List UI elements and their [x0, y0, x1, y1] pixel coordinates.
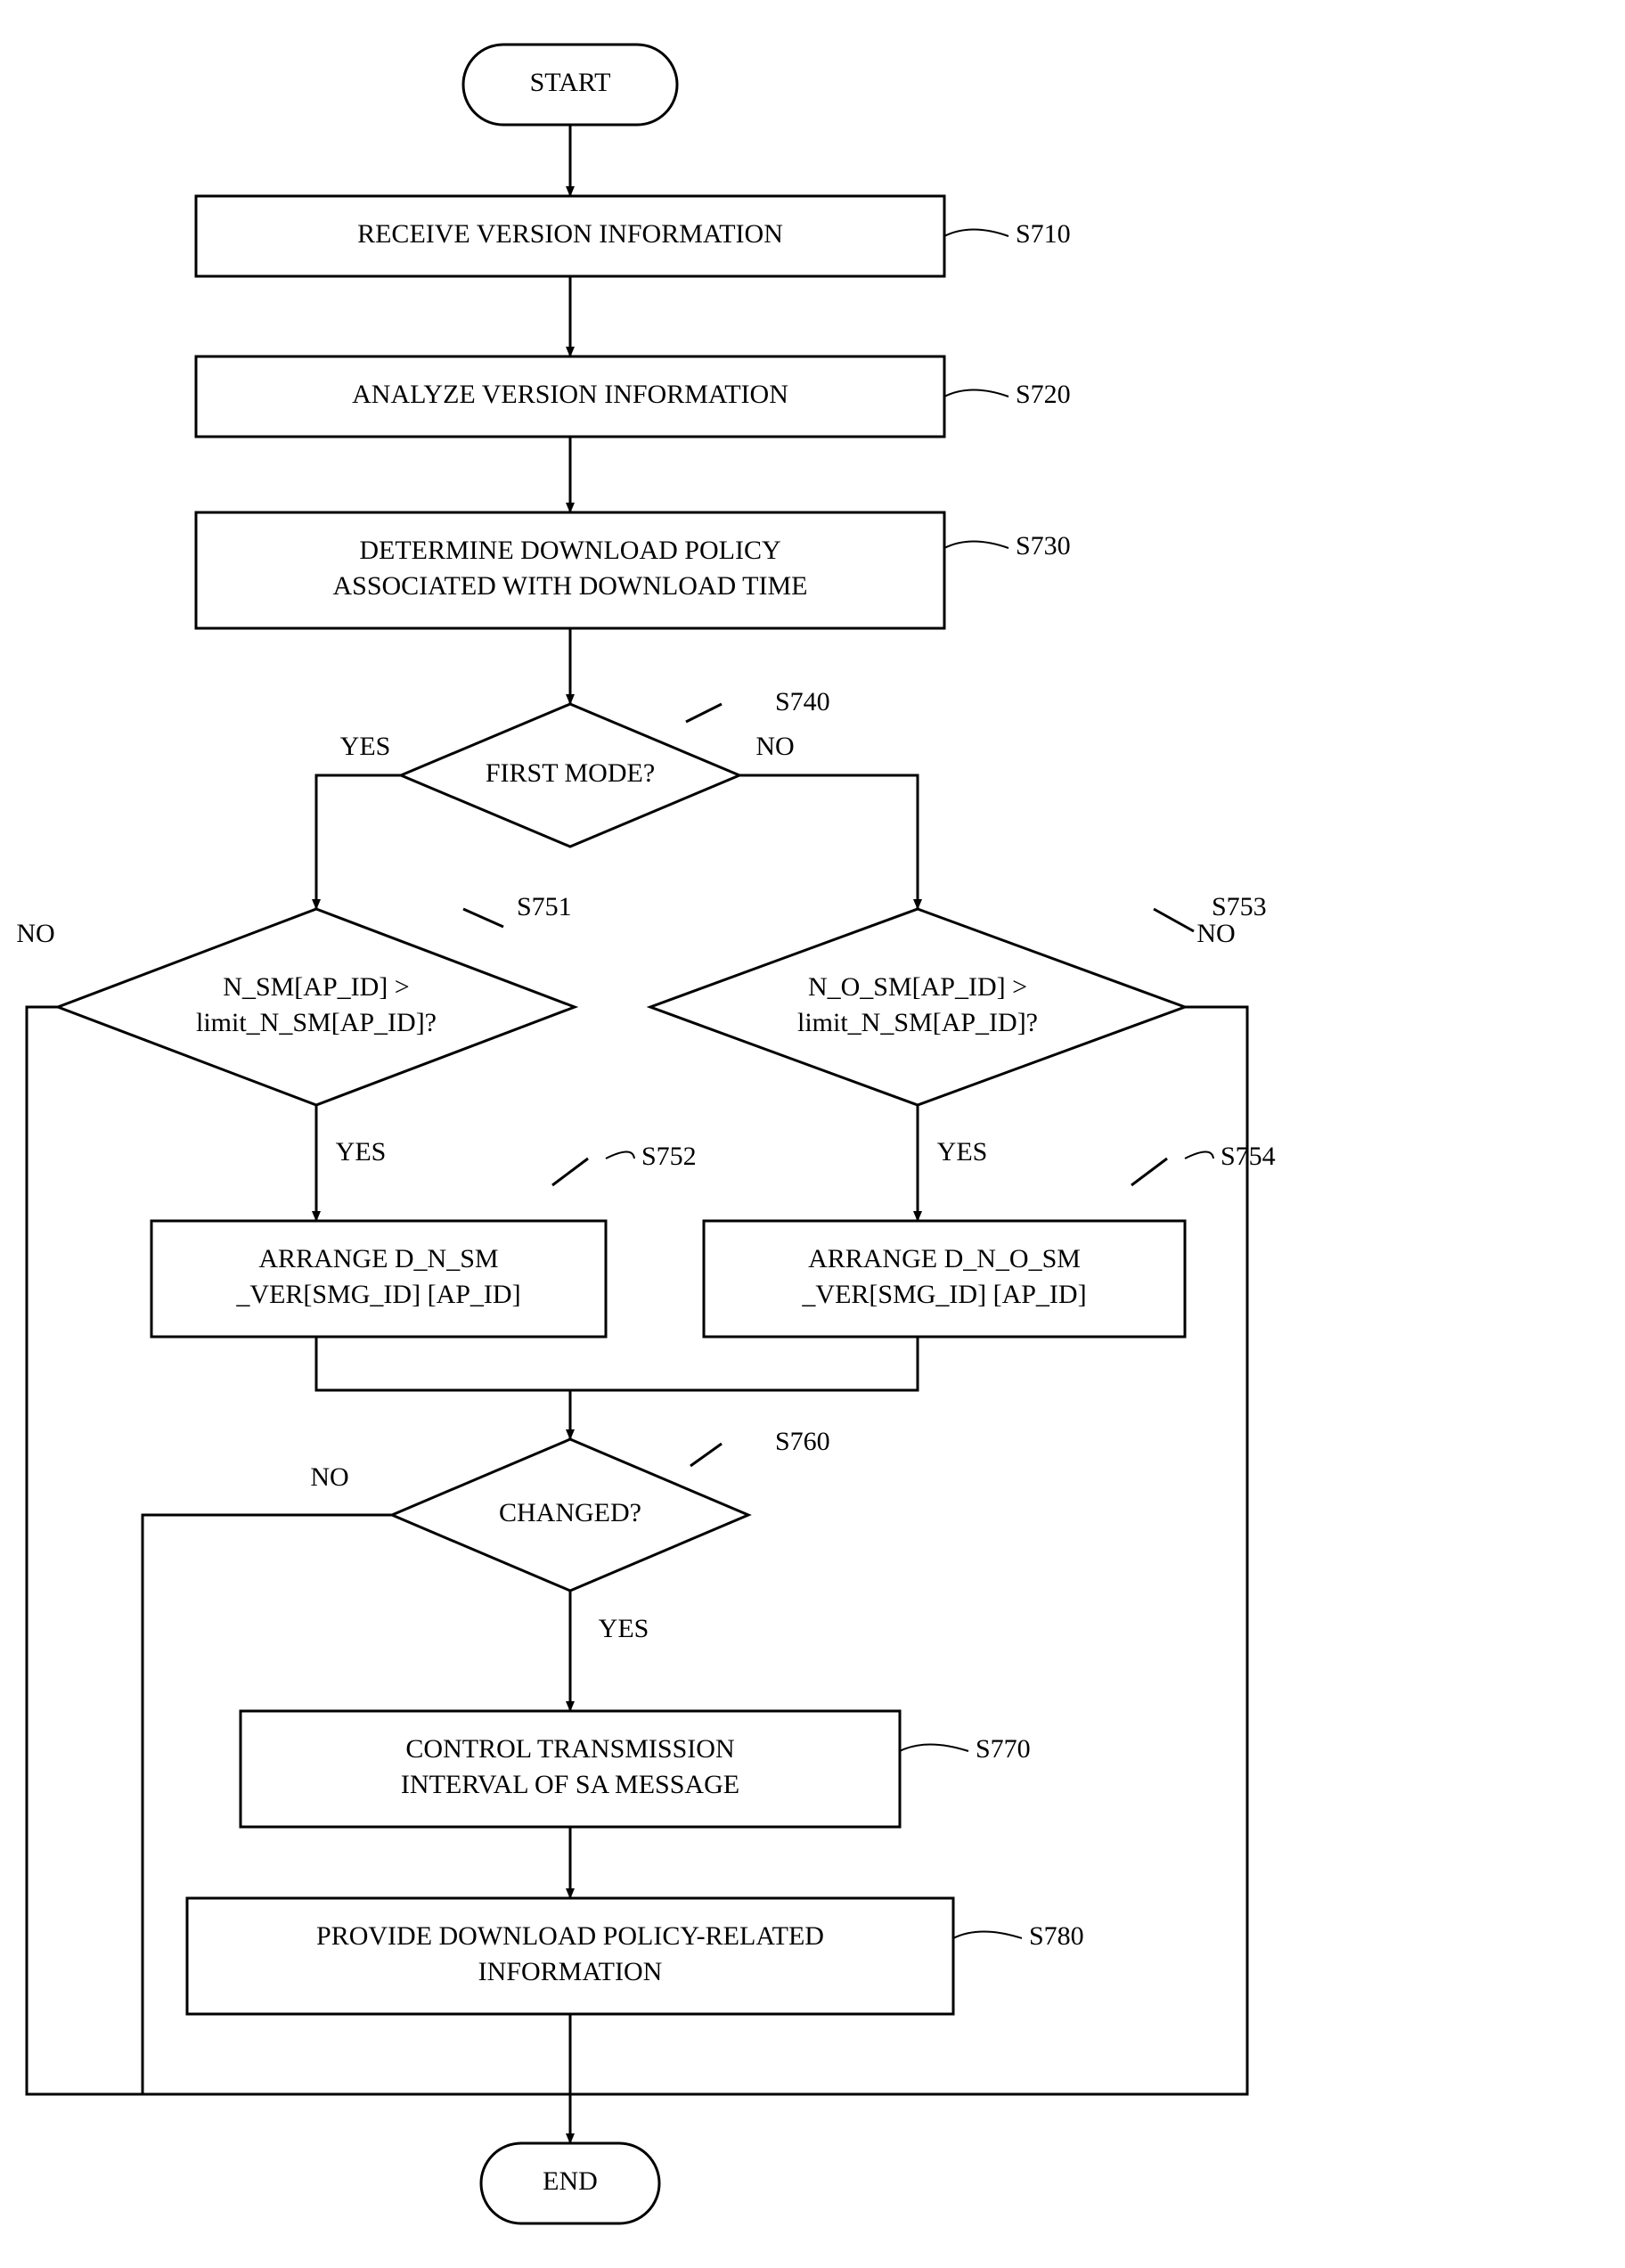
- decision-s740-text: FIRST MODE?: [486, 758, 655, 788]
- step-label-s760: S760: [775, 1427, 830, 1456]
- edge-label-yes: YES: [937, 1137, 988, 1167]
- label-leader: [690, 1444, 722, 1466]
- step-label-s710: S710: [1016, 219, 1071, 249]
- process-s752-text: _VER[SMG_ID] [AP_ID]: [235, 1280, 520, 1309]
- process-s720-text: ANALYZE VERSION INFORMATION: [352, 380, 788, 409]
- step-label-s720: S720: [1016, 380, 1071, 409]
- edge-label-yes: YES: [336, 1137, 387, 1167]
- process-s754-text: _VER[SMG_ID] [AP_ID]: [801, 1280, 1086, 1309]
- label-leader: [1131, 1159, 1167, 1185]
- start-label: START: [530, 68, 611, 97]
- label-leader: [953, 1932, 1022, 1939]
- step-label-s740: S740: [775, 687, 830, 716]
- label-leader: [944, 230, 1008, 237]
- decision-s751-text: N_SM[AP_ID] >: [223, 972, 409, 1002]
- process-s710-text: RECEIVE VERSION INFORMATION: [357, 219, 783, 249]
- flow-arrow: [570, 1337, 918, 1390]
- process-s752-text: ARRANGE D_N_SM: [258, 1244, 498, 1273]
- label-leader: [606, 1152, 634, 1159]
- edge-label-no: NO: [16, 919, 54, 948]
- edge-label-yes: YES: [599, 1614, 649, 1643]
- flow-arrow: [739, 775, 918, 909]
- step-label-s754: S754: [1221, 1142, 1276, 1171]
- process-s754-text: ARRANGE D_N_O_SM: [808, 1244, 1081, 1273]
- label-leader: [552, 1159, 588, 1185]
- decision-s753-text: N_O_SM[AP_ID] >: [808, 972, 1027, 1002]
- step-label-s752: S752: [641, 1142, 697, 1171]
- process-s780-text: INFORMATION: [478, 1957, 663, 1986]
- process-s730-text: DETERMINE DOWNLOAD POLICY: [359, 536, 780, 565]
- label-leader: [1185, 1152, 1213, 1159]
- flow-arrow: [316, 1337, 570, 1439]
- end-label: END: [543, 2166, 598, 2196]
- edge-label-no: NO: [1196, 919, 1235, 948]
- edge-label-no: NO: [755, 732, 794, 761]
- decision-s760-text: CHANGED?: [499, 1498, 641, 1527]
- decision-s753-text: limit_N_SM[AP_ID]?: [797, 1008, 1038, 1037]
- label-leader: [900, 1745, 968, 1752]
- edge-label-no: NO: [310, 1462, 348, 1492]
- label-leader: [944, 542, 1008, 549]
- edge-label-yes: YES: [340, 732, 391, 761]
- process-s730-text: ASSOCIATED WITH DOWNLOAD TIME: [332, 571, 807, 601]
- label-leader: [686, 704, 722, 722]
- flow-arrow: [316, 775, 401, 909]
- process-s780-text: PROVIDE DOWNLOAD POLICY-RELATED: [316, 1921, 824, 1951]
- step-label-s751: S751: [517, 892, 572, 921]
- label-leader: [463, 909, 503, 927]
- process-s770-text: CONTROL TRANSMISSION: [405, 1734, 734, 1764]
- decision-s751-text: limit_N_SM[AP_ID]?: [196, 1008, 437, 1037]
- step-label-s770: S770: [976, 1734, 1031, 1764]
- step-label-s780: S780: [1029, 1921, 1084, 1951]
- label-leader: [1154, 909, 1194, 931]
- process-s770-text: INTERVAL OF SA MESSAGE: [401, 1770, 739, 1799]
- step-label-s730: S730: [1016, 531, 1071, 561]
- step-label-s753: S753: [1212, 892, 1267, 921]
- label-leader: [944, 390, 1008, 397]
